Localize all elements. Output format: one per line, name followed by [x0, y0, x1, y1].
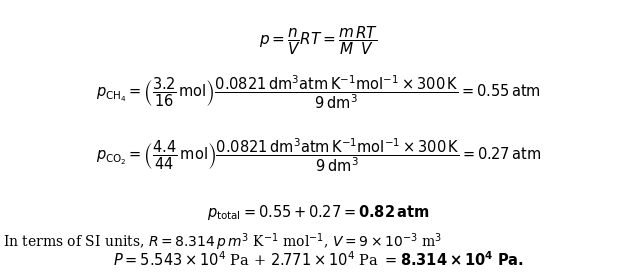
- Text: In terms of SI units, $R = 8.314\,p\,m^3$ K$^{-1}$ mol$^{-1}$, $V = 9 \times 10^: In terms of SI units, $R = 8.314\,p\,m^3…: [3, 232, 442, 253]
- Text: $p = \dfrac{n}{V}RT = \dfrac{m}{M}\dfrac{RT}{V}$: $p = \dfrac{n}{V}RT = \dfrac{m}{M}\dfrac…: [259, 25, 378, 58]
- Text: $p_{\mathrm{CO_2}} = \left(\dfrac{4.4}{44}\,\mathrm{mol}\right)\dfrac{0.0821\,\m: $p_{\mathrm{CO_2}} = \left(\dfrac{4.4}{4…: [96, 136, 541, 174]
- Text: $p_{\mathrm{CH_4}} = \left(\dfrac{3.2}{16}\,\mathrm{mol}\right)\dfrac{0.0821\,\m: $p_{\mathrm{CH_4}} = \left(\dfrac{3.2}{1…: [96, 73, 541, 111]
- Text: $P = 5.543 \times 10^4$ Pa + $2.771 \times 10^4$ Pa $= \mathbf{8.314 \times 10^4: $P = 5.543 \times 10^4$ Pa + $2.771 \tim…: [113, 250, 524, 269]
- Text: $p_{\mathrm{total}} = 0.55 + 0.27 = \mathbf{0.82\,atm}$: $p_{\mathrm{total}} = 0.55 + 0.27 = \mat…: [207, 203, 430, 222]
